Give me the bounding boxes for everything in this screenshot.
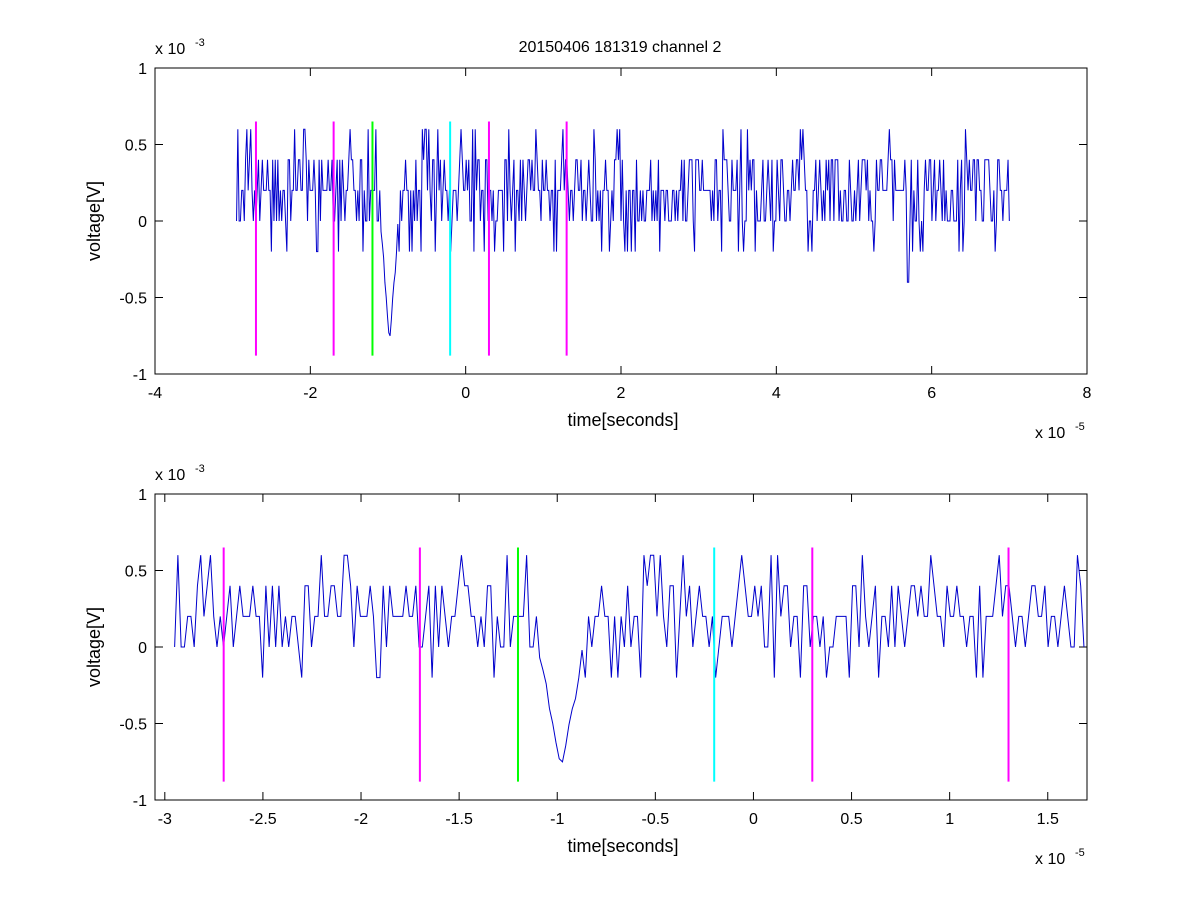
x-tick-label: -1 (550, 811, 564, 828)
y-tick-label: 0 (138, 640, 147, 657)
y-tick-label: -1 (133, 793, 147, 810)
x-exponent-label: x 10 (1035, 851, 1065, 868)
y-exponent-power: -3 (195, 37, 205, 49)
y-axis-label: voltage[V] (84, 181, 104, 261)
x-tick-label: 0 (461, 385, 470, 402)
x-tick-label: 1 (945, 811, 954, 828)
y-tick-label: 1 (138, 487, 147, 504)
y-axis-label: voltage[V] (84, 607, 104, 687)
figure-title: 20150406 181319 channel 2 (519, 39, 722, 56)
axes-box (154, 493, 1088, 801)
x-tick-label: -2.5 (249, 811, 277, 828)
x-tick-label: 1.5 (1037, 811, 1059, 828)
x-exponent-label: x 10 (1035, 425, 1065, 442)
signal-trace (174, 554, 1085, 763)
y-exponent-label: x 10 (155, 41, 185, 58)
y-tick-label: 0.5 (125, 138, 147, 155)
x-tick-label: -4 (148, 385, 162, 402)
x-tick-label: 0.5 (840, 811, 862, 828)
x-tick-label: -2 (354, 811, 368, 828)
y-exponent-label: x 10 (155, 467, 185, 484)
y-tick-label: -1 (133, 367, 147, 384)
x-tick-label: -3 (158, 811, 172, 828)
x-tick-label: 4 (772, 385, 781, 402)
bottom-axes: -3 -2.5 -2 -1.5 -1 -0.5 0 0.5 1 1.5 -1 -0.5 0 0.5 1 tim… (84, 463, 1088, 868)
x-tick-label: -2 (303, 385, 317, 402)
y-tick-label: 1 (138, 61, 147, 78)
top-axes: -4 -2 0 2 4 6 8 -1 -0.5 0 0.5 1 time[seconds] voltage… (84, 37, 1092, 442)
x-axis-label: time[seconds] (567, 836, 678, 856)
x-tick-label: -0.5 (642, 811, 670, 828)
x-tick-label: -1.5 (445, 811, 473, 828)
x-tick-label: 0 (749, 811, 758, 828)
y-tick-label: -0.5 (119, 291, 147, 308)
x-tick-label: 8 (1083, 385, 1092, 402)
x-tick-label: 2 (617, 385, 626, 402)
y-tick-label: 0.5 (125, 564, 147, 581)
y-exponent-power: -3 (195, 463, 205, 475)
x-tick-label: 6 (927, 385, 936, 402)
y-tick-label: -0.5 (119, 717, 147, 734)
x-exponent-power: -5 (1075, 421, 1085, 433)
x-axis-label: time[seconds] (567, 410, 678, 430)
y-tick-label: 0 (138, 214, 147, 231)
signal-trace (236, 128, 1010, 337)
x-exponent-power: -5 (1075, 847, 1085, 859)
